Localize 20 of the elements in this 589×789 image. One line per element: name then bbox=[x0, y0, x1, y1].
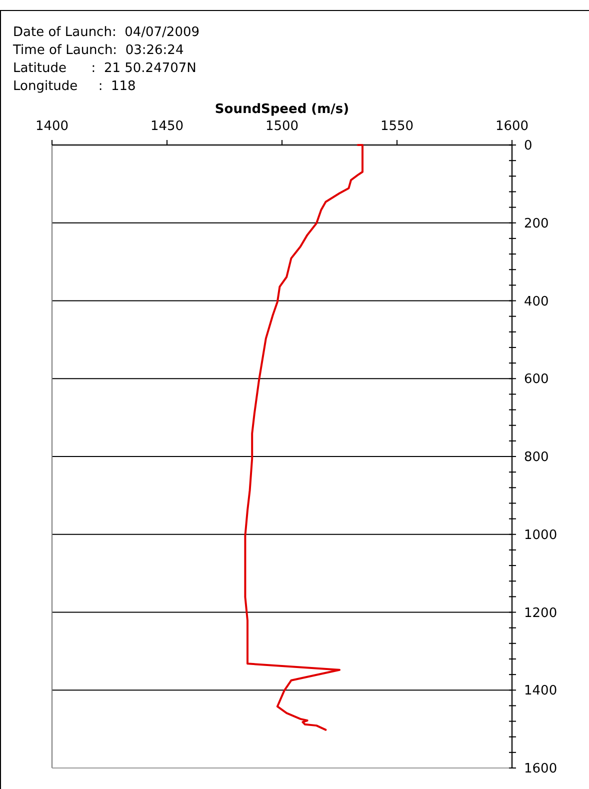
y-tick-label: 800 bbox=[524, 450, 549, 466]
x-tick-label: 1500 bbox=[265, 119, 299, 134]
x-tick-label: 1400 bbox=[35, 119, 69, 134]
y-tick-label: 1200 bbox=[524, 606, 558, 621]
text: Longitude : 118 bbox=[13, 79, 136, 94]
x-tick-label: 1550 bbox=[380, 119, 414, 134]
line-series bbox=[244, 144, 364, 731]
y-tick-label: 1400 bbox=[524, 684, 558, 699]
y-tick-label: 1000 bbox=[524, 528, 558, 543]
text: Latitude : 21 50.24707N bbox=[13, 61, 196, 76]
text: Time of Launch: 03:26:24 bbox=[12, 43, 184, 58]
y-tick-label: 1600 bbox=[524, 762, 558, 777]
y-tick-label: 600 bbox=[524, 372, 549, 388]
x-tick-label: 1600 bbox=[495, 119, 529, 134]
y-tick-label: 0 bbox=[524, 138, 532, 154]
text: Date of Launch: 04/07/2009 bbox=[13, 25, 200, 40]
y-tick-label: 200 bbox=[524, 216, 549, 232]
x-axis-title: SoundSpeed (m/s) bbox=[214, 102, 350, 117]
x-tick-label: 1450 bbox=[150, 119, 184, 134]
y-tick-label: 400 bbox=[524, 294, 549, 310]
